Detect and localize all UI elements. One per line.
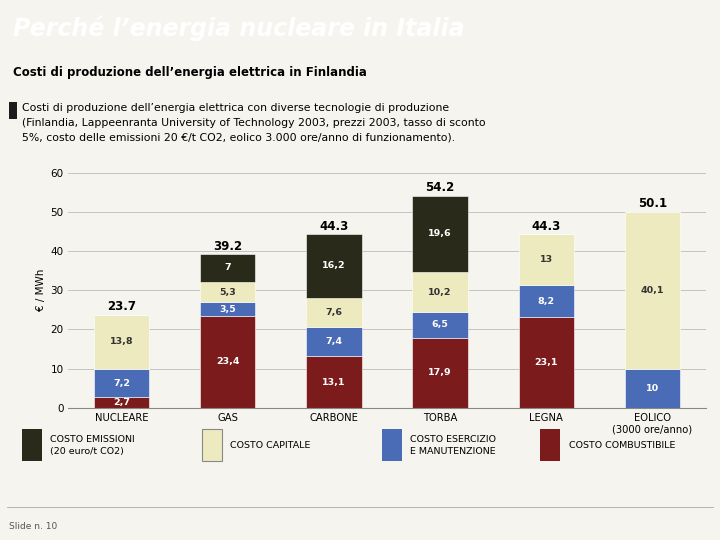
Bar bbox=[625, 368, 680, 408]
Text: 50.1: 50.1 bbox=[638, 197, 667, 210]
Bar bbox=[94, 315, 149, 369]
Bar bbox=[625, 212, 680, 368]
Bar bbox=[518, 285, 574, 318]
Bar bbox=[413, 195, 468, 272]
Bar bbox=[200, 254, 256, 282]
Text: 13: 13 bbox=[540, 255, 553, 264]
Bar bbox=[518, 234, 574, 285]
FancyBboxPatch shape bbox=[540, 429, 560, 461]
Text: Costi di produzione dell’energia elettrica in Finlandia: Costi di produzione dell’energia elettri… bbox=[13, 65, 366, 79]
Bar bbox=[518, 318, 574, 408]
Text: 23.7: 23.7 bbox=[107, 300, 136, 313]
Text: 10,2: 10,2 bbox=[428, 288, 452, 296]
Bar bbox=[306, 298, 361, 327]
Text: COSTO COMBUSTIBILE: COSTO COMBUSTIBILE bbox=[569, 441, 675, 450]
Bar bbox=[94, 397, 149, 408]
Text: 40,1: 40,1 bbox=[641, 286, 665, 294]
Bar bbox=[413, 312, 468, 338]
Text: 7,4: 7,4 bbox=[325, 338, 343, 347]
Bar bbox=[413, 272, 468, 312]
Text: 3,5: 3,5 bbox=[220, 305, 236, 314]
Bar bbox=[94, 369, 149, 397]
Text: 10: 10 bbox=[646, 383, 659, 393]
Text: Costi di produzione dell’energia elettrica con diverse tecnologie di produzione
: Costi di produzione dell’energia elettri… bbox=[22, 104, 485, 142]
Bar bbox=[306, 356, 361, 408]
Text: 44.3: 44.3 bbox=[531, 220, 561, 233]
Text: 5,3: 5,3 bbox=[220, 287, 236, 296]
Text: 23,1: 23,1 bbox=[534, 358, 558, 367]
Text: 39.2: 39.2 bbox=[213, 240, 242, 253]
Text: 7: 7 bbox=[225, 264, 231, 273]
Bar bbox=[200, 282, 256, 302]
FancyBboxPatch shape bbox=[22, 429, 42, 461]
Bar bbox=[200, 316, 256, 408]
Text: 7,6: 7,6 bbox=[325, 308, 343, 317]
Text: 7,2: 7,2 bbox=[113, 379, 130, 388]
Text: 6,5: 6,5 bbox=[432, 320, 449, 329]
Text: 13,8: 13,8 bbox=[109, 338, 133, 347]
Text: 19,6: 19,6 bbox=[428, 230, 452, 238]
Bar bbox=[306, 327, 361, 356]
Y-axis label: € / MWh: € / MWh bbox=[36, 269, 46, 312]
Text: 16,2: 16,2 bbox=[322, 261, 346, 271]
FancyBboxPatch shape bbox=[202, 429, 222, 461]
Text: COSTO ESERCIZIO
E MANUTENZIONE: COSTO ESERCIZIO E MANUTENZIONE bbox=[410, 435, 496, 456]
Text: 17,9: 17,9 bbox=[428, 368, 452, 377]
Bar bbox=[306, 234, 361, 298]
Text: 13,1: 13,1 bbox=[322, 377, 346, 387]
Text: Slide n. 10: Slide n. 10 bbox=[9, 522, 57, 531]
FancyBboxPatch shape bbox=[382, 429, 402, 461]
Text: 2,7: 2,7 bbox=[113, 398, 130, 407]
Bar bbox=[413, 338, 468, 408]
Text: 54.2: 54.2 bbox=[426, 181, 455, 194]
Text: COSTO CAPITALE: COSTO CAPITALE bbox=[230, 441, 311, 450]
Text: 44.3: 44.3 bbox=[319, 220, 348, 233]
Text: 23,4: 23,4 bbox=[216, 357, 240, 367]
Text: COSTO EMISSIONI
(20 euro/t CO2): COSTO EMISSIONI (20 euro/t CO2) bbox=[50, 435, 135, 456]
Bar bbox=[200, 302, 256, 316]
Text: 8,2: 8,2 bbox=[538, 296, 555, 306]
FancyBboxPatch shape bbox=[9, 102, 17, 119]
Text: Perché l’energia nucleare in Italia: Perché l’energia nucleare in Italia bbox=[13, 16, 464, 41]
